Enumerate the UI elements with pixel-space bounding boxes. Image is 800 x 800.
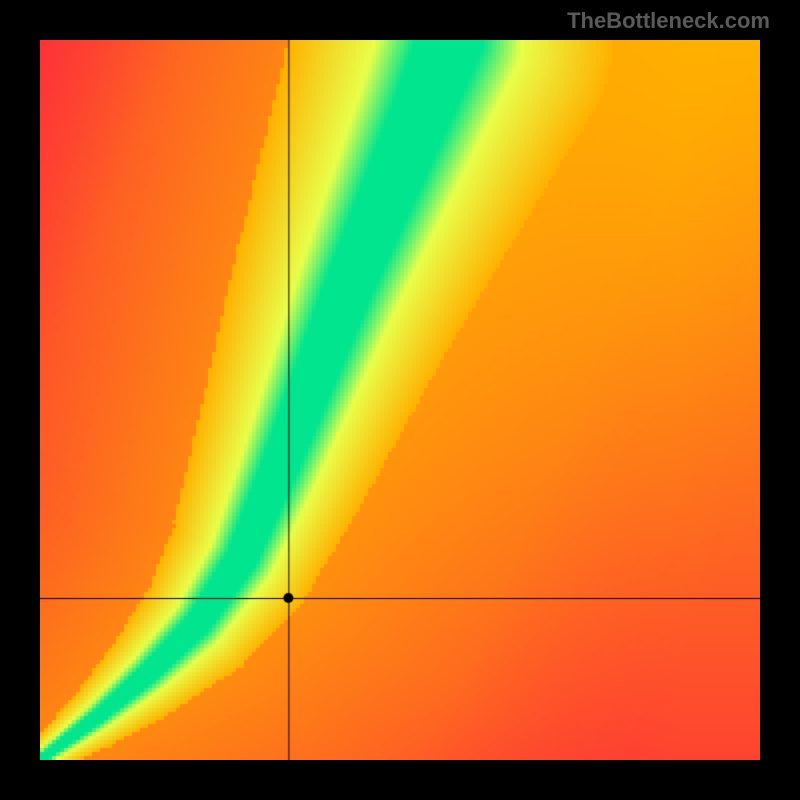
heatmap-plot [40, 40, 760, 760]
heatmap-canvas [40, 40, 760, 760]
watermark-text: TheBottleneck.com [567, 8, 770, 34]
